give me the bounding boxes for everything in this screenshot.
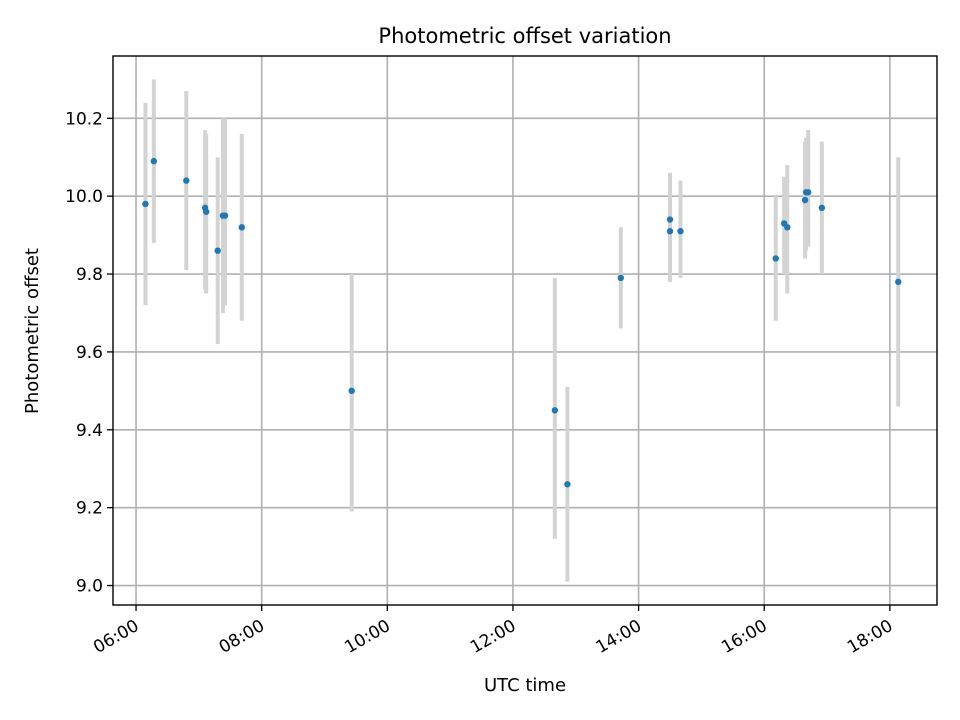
data-point xyxy=(221,212,229,219)
data-point xyxy=(142,200,149,208)
data-point xyxy=(677,228,684,235)
x-tick-layer: 06:00 08:00 10:00 12:00 14:00 16:00 18:00 xyxy=(90,605,896,658)
error-bar-layer xyxy=(143,79,901,582)
x-tick-label: 16:00 xyxy=(718,616,770,658)
y-tick-label: 9.8 xyxy=(76,265,103,285)
data-point xyxy=(150,157,158,165)
chart-title: Photometric offset variation xyxy=(378,24,671,48)
y-tick-label: 9.2 xyxy=(76,499,103,519)
data-point xyxy=(617,274,625,282)
data-point xyxy=(805,189,812,196)
data-point xyxy=(551,407,559,414)
data-point xyxy=(214,247,221,254)
x-tick-label: 06:00 xyxy=(90,616,142,658)
point-layer xyxy=(142,157,902,488)
data-point xyxy=(666,228,674,235)
data-point xyxy=(784,224,791,231)
grid-layer xyxy=(113,56,937,605)
y-tick-label: 9.6 xyxy=(76,343,103,363)
data-point xyxy=(202,208,210,215)
y-tick-label: 10.0 xyxy=(65,187,103,207)
data-point xyxy=(895,278,902,286)
data-point xyxy=(564,481,571,488)
data-point xyxy=(818,204,826,212)
x-tick-label: 12:00 xyxy=(467,616,519,658)
data-point xyxy=(666,216,674,223)
y-tick-label: 10.2 xyxy=(65,109,103,129)
y-tick-label: 9.0 xyxy=(76,577,103,597)
data-point xyxy=(183,177,190,184)
data-point xyxy=(238,224,245,231)
x-tick-label: 10:00 xyxy=(341,616,393,658)
x-tick-label: 08:00 xyxy=(216,616,268,658)
data-point xyxy=(772,255,779,262)
plot-frame xyxy=(112,55,938,606)
y-axis-label: Photometric offset xyxy=(22,248,43,414)
x-axis-label: UTC time xyxy=(484,675,566,696)
data-point xyxy=(348,387,355,395)
x-tick-label: 18:00 xyxy=(844,616,896,658)
data-point xyxy=(801,196,809,204)
y-tick-layer: 9.0 9.2 9.4 9.6 9.8 10.0 10.2 xyxy=(65,109,113,597)
y-tick-label: 9.4 xyxy=(76,421,103,441)
x-tick-label: 14:00 xyxy=(593,616,645,658)
